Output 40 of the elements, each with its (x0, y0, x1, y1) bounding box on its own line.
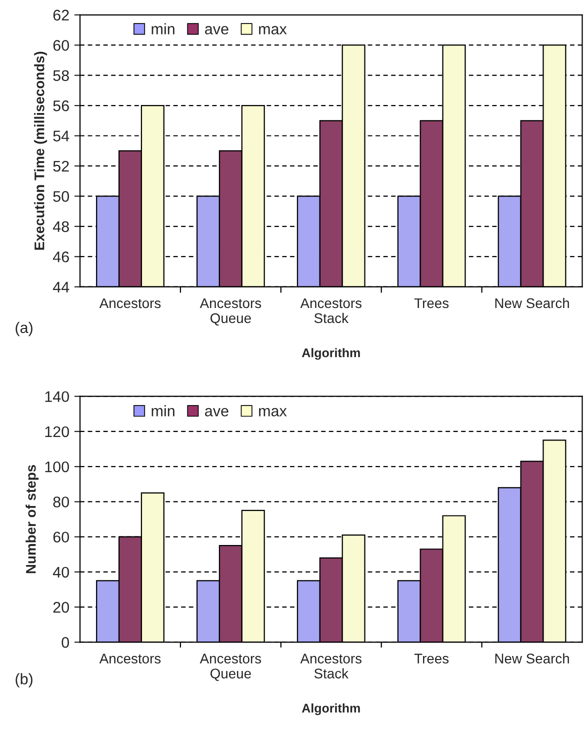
x-tick-label: Ancestors Queue (200, 654, 262, 681)
y-tick-label: 58 (53, 70, 69, 82)
x-axis-title: Algorithm (302, 703, 360, 716)
y-tick-label: 56 (53, 100, 69, 112)
legend-label: ave (205, 26, 228, 34)
legend-label: ave (205, 408, 228, 416)
y-tick-label: 140 (45, 391, 69, 402)
y-tick-label: 52 (53, 160, 69, 172)
y-axis-title: Execution Time (milliseconds) (34, 52, 48, 250)
x-tick-label: New Search (495, 298, 569, 308)
y-tick-label: 44 (52, 282, 70, 292)
legend-label: max (259, 26, 287, 34)
y-tick-label: 120 (45, 426, 69, 438)
y-axis-title: Number of steps (26, 465, 39, 574)
y-tick-label: 48 (52, 221, 69, 232)
x-tick-label: New Search (495, 653, 569, 664)
legend-label: min (152, 23, 174, 34)
y-tick-label: 54 (53, 130, 70, 142)
y-tick-label: 60 (53, 532, 69, 543)
y-tick-label: 100 (45, 461, 69, 472)
text: (a) (16, 322, 32, 336)
y-tick-label: 40 (52, 566, 69, 578)
legend-label: max (259, 408, 287, 416)
y-tick-label: 62 (53, 10, 69, 21)
x-axis-title: Algorithm (302, 348, 360, 360)
y-tick-label: 60 (53, 40, 69, 51)
y-tick-label: 20 (53, 602, 69, 613)
x-tick-label: Ancestors (99, 298, 161, 308)
text: (b) (16, 673, 32, 688)
y-tick-label: 50 (53, 191, 69, 202)
x-tick-label: Ancestors (99, 654, 161, 664)
y-tick-label: 0 (62, 637, 69, 648)
x-tick-label: Ancestors Queue (200, 298, 262, 326)
x-tick-label: Trees (414, 654, 449, 664)
x-tick-label: Ancestors Stack (300, 298, 362, 324)
x-tick-label: Ancestors Stack (300, 654, 362, 678)
x-tick-label: Trees (414, 298, 449, 308)
y-tick-label: 80 (53, 496, 69, 508)
y-tick-label: 46 (52, 251, 69, 262)
legend-label: min (152, 405, 174, 416)
